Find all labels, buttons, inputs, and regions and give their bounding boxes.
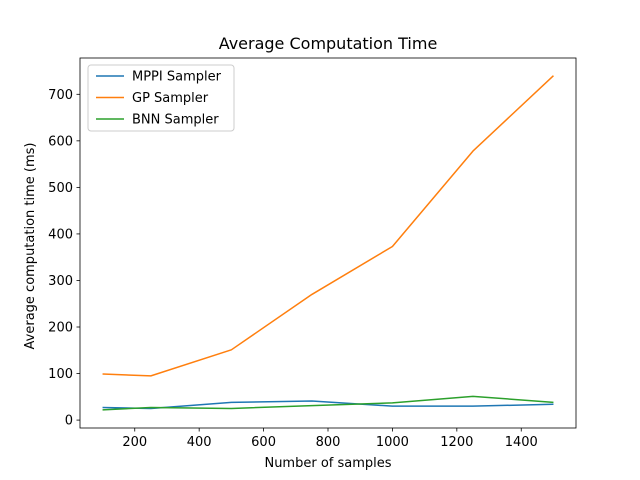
- y-tick-label: 400: [48, 227, 73, 242]
- y-tick-label: 500: [48, 181, 73, 196]
- plot-area: 200 400 600 800 1000 1200 1400 0 100 200 300 400 500…: [48, 57, 577, 450]
- series-line-bnn-sampler: [102, 395, 554, 411]
- y-tick-label: 300: [48, 274, 73, 289]
- y-tick-label: 100: [48, 367, 73, 382]
- x-tick-label: 1200: [440, 435, 473, 450]
- legend-label-mppi-sampler: MPPI Sampler: [132, 70, 222, 85]
- chart-title: Average Computation Time: [219, 34, 438, 53]
- y-tick-label: 700: [48, 88, 73, 103]
- y-tick-label: 600: [48, 134, 73, 149]
- y-tick-label: 200: [48, 321, 73, 336]
- x-tick-label: 200: [122, 435, 147, 450]
- x-axis-label: Number of samples: [264, 456, 391, 471]
- y-tick-label: 0: [65, 414, 73, 429]
- legend: MPPI Sampler GP Sampler BNN Sampler: [87, 64, 235, 132]
- x-tick-label: 1400: [505, 435, 538, 450]
- y-axis-label: Average computation time (ms): [23, 143, 38, 350]
- x-tick-label: 800: [316, 435, 341, 450]
- x-tick-label: 400: [187, 435, 212, 450]
- x-tick-label: 1000: [376, 435, 409, 450]
- legend-box: [87, 64, 235, 132]
- series-line-mppi-sampler: [102, 400, 554, 410]
- series-line-gp-sampler: [102, 75, 554, 377]
- x-tick-label: 600: [251, 435, 276, 450]
- legend-label-gp-sampler: GP Sampler: [132, 91, 209, 106]
- legend-label-bnn-sampler: BNN Sampler: [132, 113, 219, 128]
